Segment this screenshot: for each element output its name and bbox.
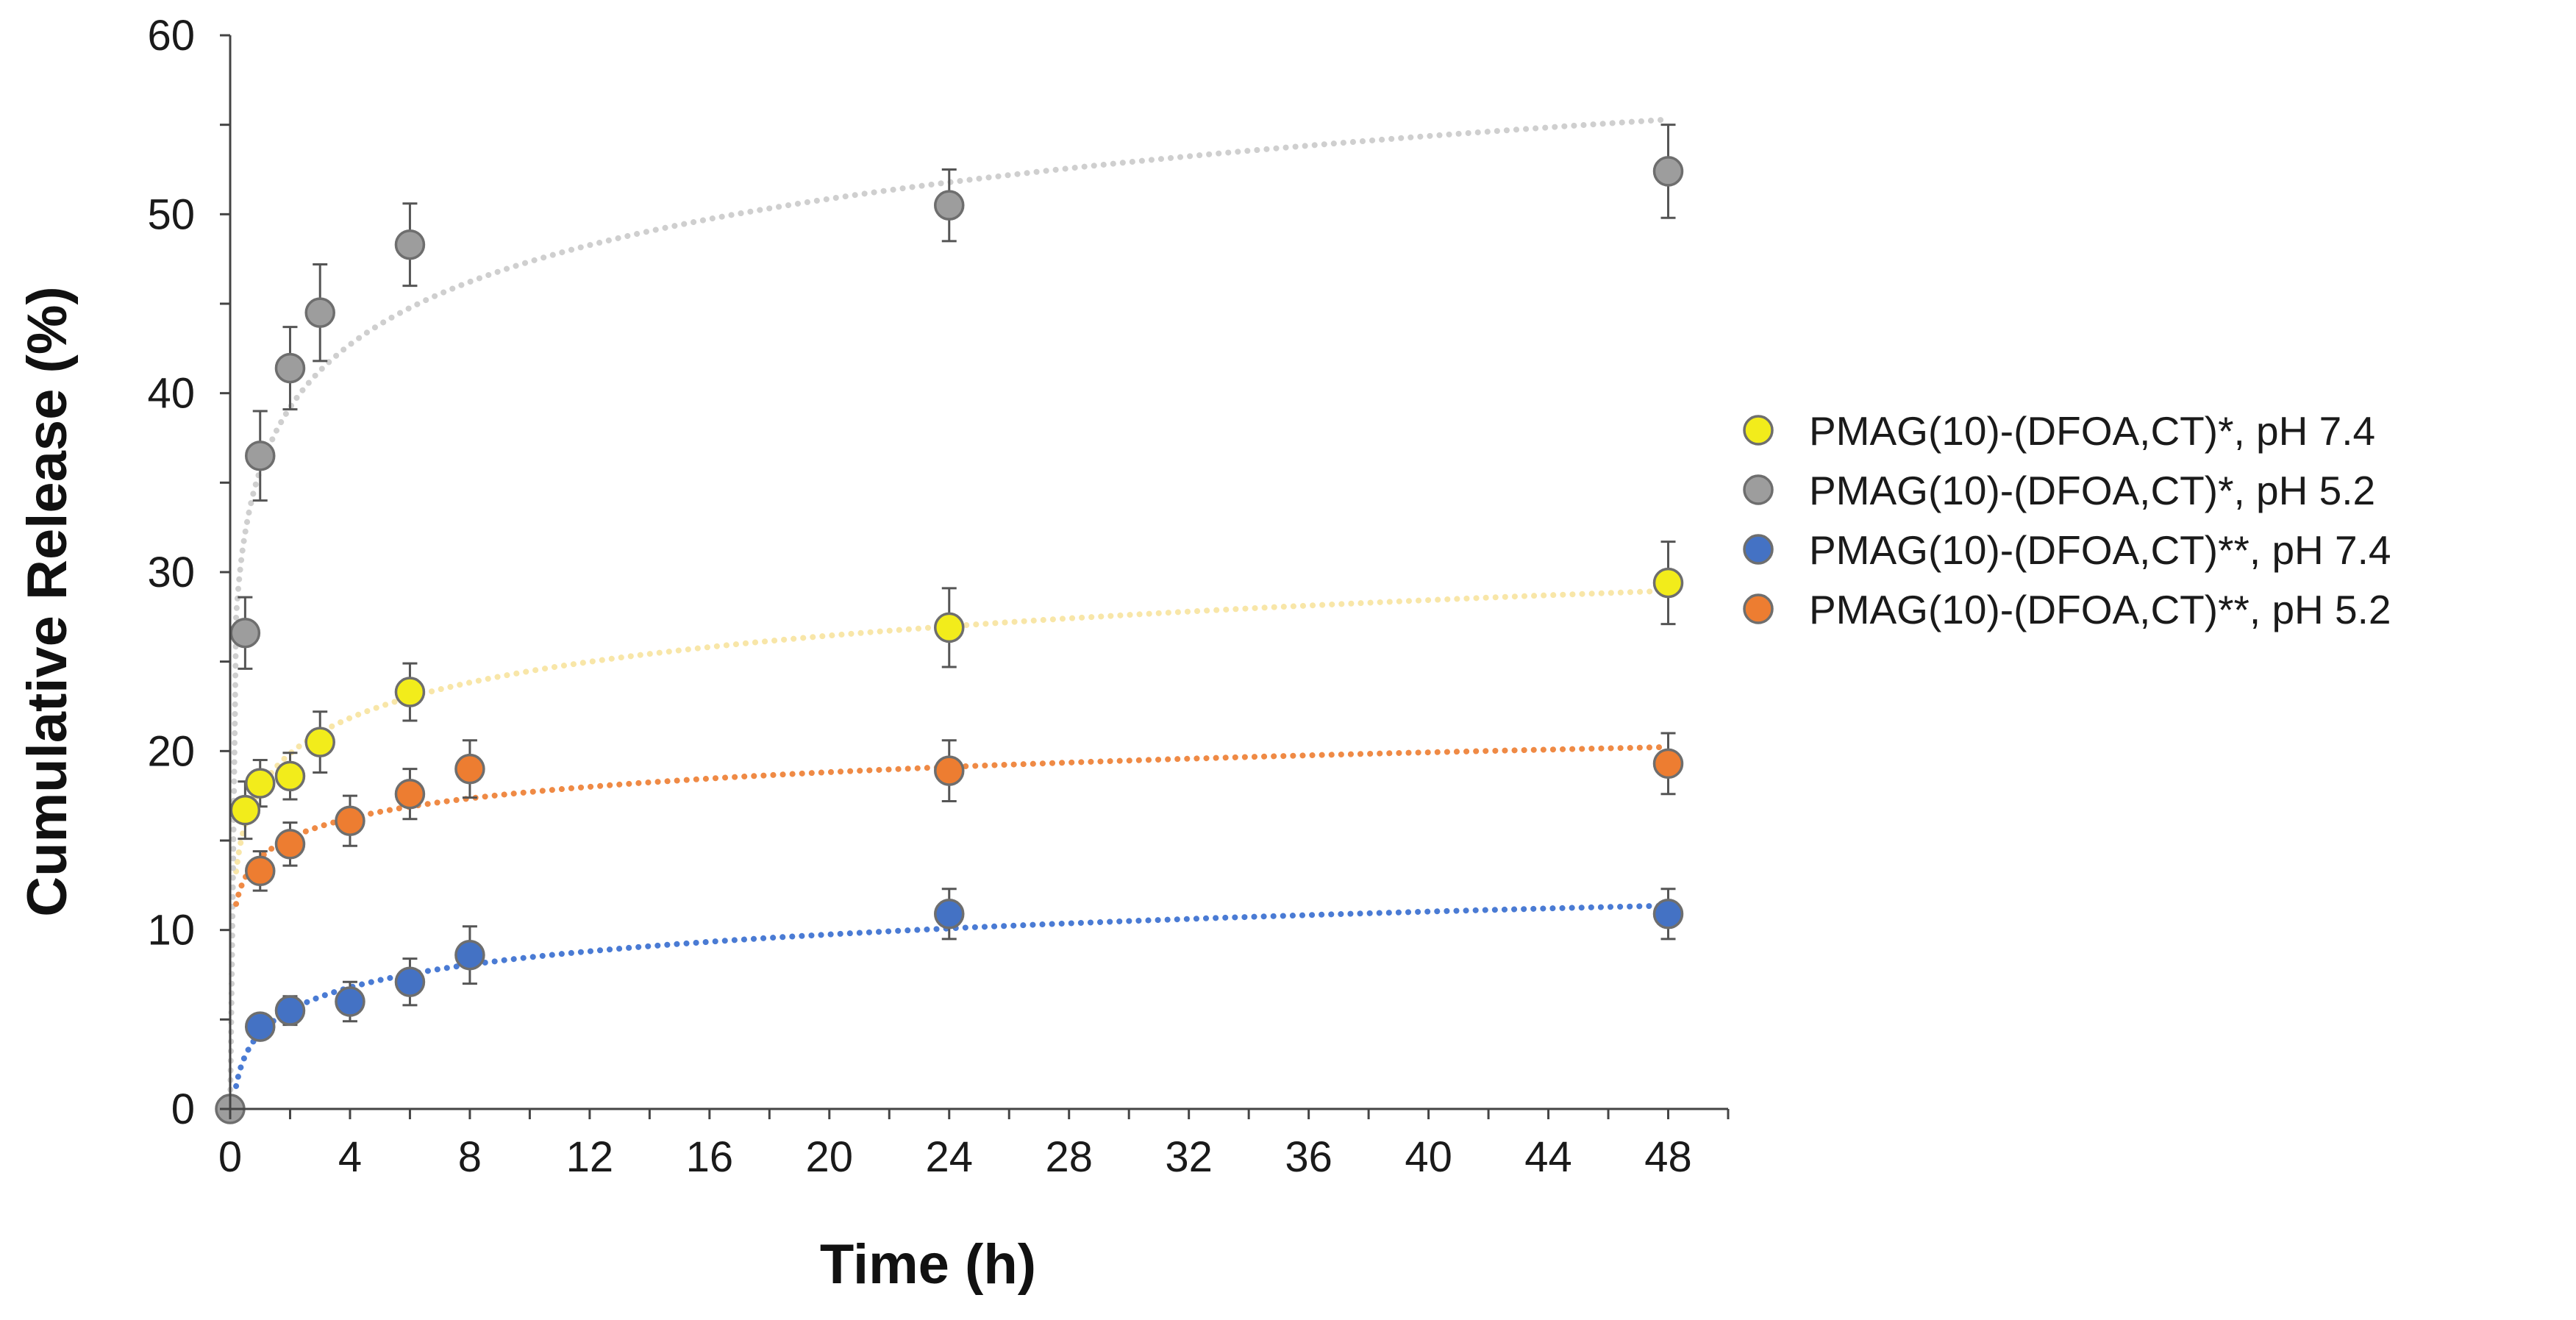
data-point-series-3 [1652, 899, 1684, 930]
data-point-series-4 [335, 805, 365, 836]
x-tick-label: 40 [1405, 1133, 1452, 1181]
legend-label-series-3: PMAG(10)-(DFOA,CT)**, pH 7.4 [1809, 527, 2391, 573]
x-axis-title: Time (h) [820, 1233, 1036, 1296]
data-point-series-3 [394, 966, 426, 997]
data-point-series-3 [454, 939, 485, 971]
data-points [215, 156, 1684, 1124]
x-tick-label: 0 [218, 1133, 242, 1181]
error-bars [238, 124, 1676, 1039]
y-tick-label: 60 [147, 12, 195, 60]
x-tick-label: 16 [686, 1133, 734, 1181]
legend-marker-series-1 [1743, 415, 1774, 446]
y-tick-label: 40 [147, 370, 195, 418]
data-point-series-3 [934, 899, 965, 930]
data-point-series-2 [1652, 156, 1684, 187]
legend-marker-series-2 [1743, 474, 1774, 505]
y-tick-label: 0 [171, 1085, 195, 1133]
data-point-series-4 [244, 855, 276, 887]
y-tick-label: 30 [147, 549, 195, 596]
data-point-series-2 [934, 190, 965, 221]
x-tick-label: 32 [1165, 1133, 1213, 1181]
y-tick-label: 10 [147, 907, 195, 955]
data-point-series-4 [394, 778, 426, 810]
data-point-series-2 [394, 229, 426, 260]
legend-label-series-4: PMAG(10)-(DFOA,CT)**, pH 5.2 [1809, 587, 2391, 632]
legend: PMAG(10)-(DFOA,CT)*, pH 7.4 PMAG(10)-(DFO… [1743, 408, 2391, 632]
data-point-series-3 [335, 986, 365, 1017]
data-point-series-1 [274, 760, 306, 792]
data-point-series-2 [274, 352, 306, 384]
data-point-series-1 [304, 727, 335, 757]
x-tick-label: 4 [338, 1133, 362, 1181]
data-point-series-4 [274, 829, 306, 860]
data-point-series-1 [244, 768, 276, 799]
data-point-series-1 [1652, 567, 1684, 599]
x-tick-label: 12 [566, 1133, 614, 1181]
y-axis-title: Cumulative Release (%) [16, 286, 79, 916]
data-point-series-3 [244, 1011, 276, 1042]
x-tick-label: 8 [458, 1133, 482, 1181]
trend-line-series-3 [233, 902, 1671, 1089]
data-point-series-1 [934, 612, 965, 643]
trend-line-series-2 [227, 116, 1671, 1112]
data-point-series-4 [934, 755, 965, 786]
legend-label-series-1: PMAG(10)-(DFOA,CT)*, pH 7.4 [1809, 408, 2375, 454]
y-tick-label: 20 [147, 727, 195, 775]
data-point-series-3 [274, 995, 306, 1026]
data-point-series-1 [229, 794, 261, 826]
y-tick-label: 50 [147, 190, 195, 238]
x-tick-label: 28 [1045, 1133, 1093, 1181]
legend-marker-series-4 [1743, 593, 1774, 624]
x-tick-label: 48 [1644, 1133, 1692, 1181]
x-tick-label: 20 [806, 1133, 854, 1181]
x-tick-label: 36 [1285, 1133, 1332, 1181]
data-point-series-2 [304, 297, 335, 328]
x-tick-label: 24 [926, 1133, 974, 1181]
legend-label-series-2: PMAG(10)-(DFOA,CT)*, pH 5.2 [1809, 468, 2375, 513]
data-point-series-4 [454, 753, 485, 785]
data-point-series-2 [244, 440, 276, 471]
data-point-series-4 [1652, 748, 1684, 779]
x-tick-label: 44 [1524, 1133, 1572, 1181]
trend-line-series-4 [233, 743, 1671, 907]
legend-marker-series-3 [1743, 534, 1774, 565]
data-point-series-2 [229, 617, 261, 649]
data-point-series-1 [394, 677, 426, 707]
